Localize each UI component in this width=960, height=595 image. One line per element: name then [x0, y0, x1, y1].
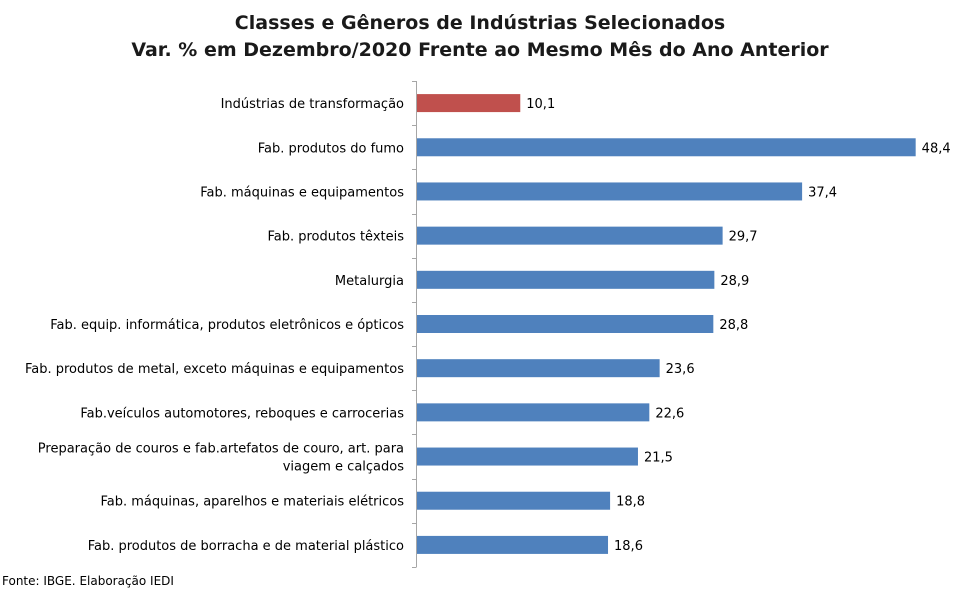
data-label-8: 21,5 [644, 451, 673, 466]
data-label-10: 18,6 [614, 539, 643, 554]
bar-5 [416, 315, 714, 333]
data-label-4: 28,9 [720, 274, 749, 289]
data-label-3: 29,7 [729, 230, 758, 245]
category-label-1: Fab. produtos do fumo [258, 141, 404, 156]
category-label-3: Fab. produtos têxteis [267, 230, 404, 245]
bar-3 [416, 226, 723, 245]
category-label-2: Fab. máquinas e equipamentos [200, 185, 404, 200]
bar-2 [416, 182, 803, 201]
data-label-6: 23,6 [666, 362, 695, 377]
bar-9 [416, 491, 611, 510]
category-label-8: Preparação de couros e fab.artefatos de … [38, 442, 404, 475]
chart-title: Classes e Gêneros de Indústrias Selecion… [0, 10, 960, 64]
data-label-5: 28,8 [719, 318, 748, 333]
data-label-9: 18,8 [616, 495, 645, 510]
bar-1 [416, 138, 916, 157]
category-label-4: Metalurgia [335, 274, 404, 289]
category-label-6: Fab. produtos de metal, exceto máquinas … [25, 362, 404, 377]
chart-subtitle: Var. % em Dezembro/2020 Frente ao Mesmo … [131, 39, 829, 61]
data-label-0: 10,1 [526, 97, 555, 112]
category-label-line: viagem e calçados [283, 460, 404, 475]
category-label-10: Fab. produtos de borracha e de material … [88, 539, 404, 554]
bar-10 [416, 535, 609, 554]
category-label-0: Indústrias de transformação [221, 97, 404, 112]
category-label-line: Preparação de couros e fab.artefatos de … [38, 442, 404, 457]
source-note: Fonte: IBGE. Elaboração IEDI [2, 574, 174, 588]
category-label-5: Fab. equip. informática, produtos eletrô… [50, 318, 404, 333]
bar-4 [416, 270, 715, 289]
bar-7 [416, 403, 650, 422]
chart-title-line-1: Classes e Gêneros de Indústrias Selecion… [234, 12, 726, 34]
bar-0 [416, 94, 521, 113]
data-label-2: 37,4 [808, 185, 837, 200]
category-label-7: Fab.veículos automotores, reboques e car… [80, 406, 404, 421]
data-label-7: 22,6 [655, 406, 684, 421]
category-label-9: Fab. máquinas, aparelhos e materiais elé… [100, 495, 404, 510]
data-label-1: 48,4 [922, 141, 951, 156]
bar-6 [416, 359, 660, 378]
bar-8 [416, 447, 638, 466]
